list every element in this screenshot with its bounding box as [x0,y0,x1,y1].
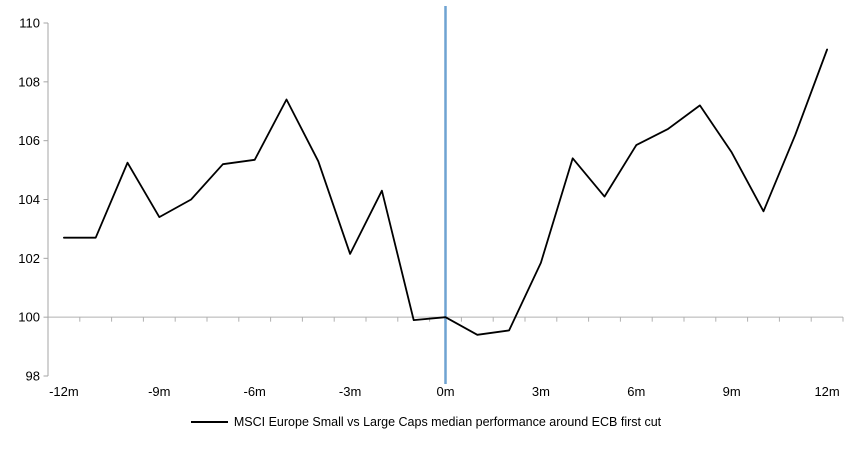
x-axis-label--6m: -6m [244,384,266,399]
x-axis-label-9m: 9m [723,384,741,399]
legend: MSCI Europe Small vs Large Caps median p… [0,415,852,429]
series-line-msci-small-vs-large [63,48,828,336]
x-axis-label--9m: -9m [148,384,170,399]
y-axis-label-106: 106 [18,133,40,148]
legend-line-sample-icon [190,421,228,423]
legend-label: MSCI Europe Small vs Large Caps median p… [233,415,662,429]
y-axis-label-108: 108 [18,74,40,89]
x-axis-label--3m: -3m [339,384,361,399]
x-axis-label-12m: 12m [814,384,839,399]
y-axis-label-104: 104 [18,192,40,207]
y-axis-label-100: 100 [18,310,40,325]
x-axis-label-0m: 0m [436,384,454,399]
y-axis-label-102: 102 [18,251,40,266]
x-axis-label-3m: 3m [532,384,550,399]
x-axis-label-6m: 6m [627,384,645,399]
x-axis-label--12m: -12m [49,384,79,399]
y-axis-label-98: 98 [26,369,40,384]
y-axis-label-110: 110 [19,16,40,31]
